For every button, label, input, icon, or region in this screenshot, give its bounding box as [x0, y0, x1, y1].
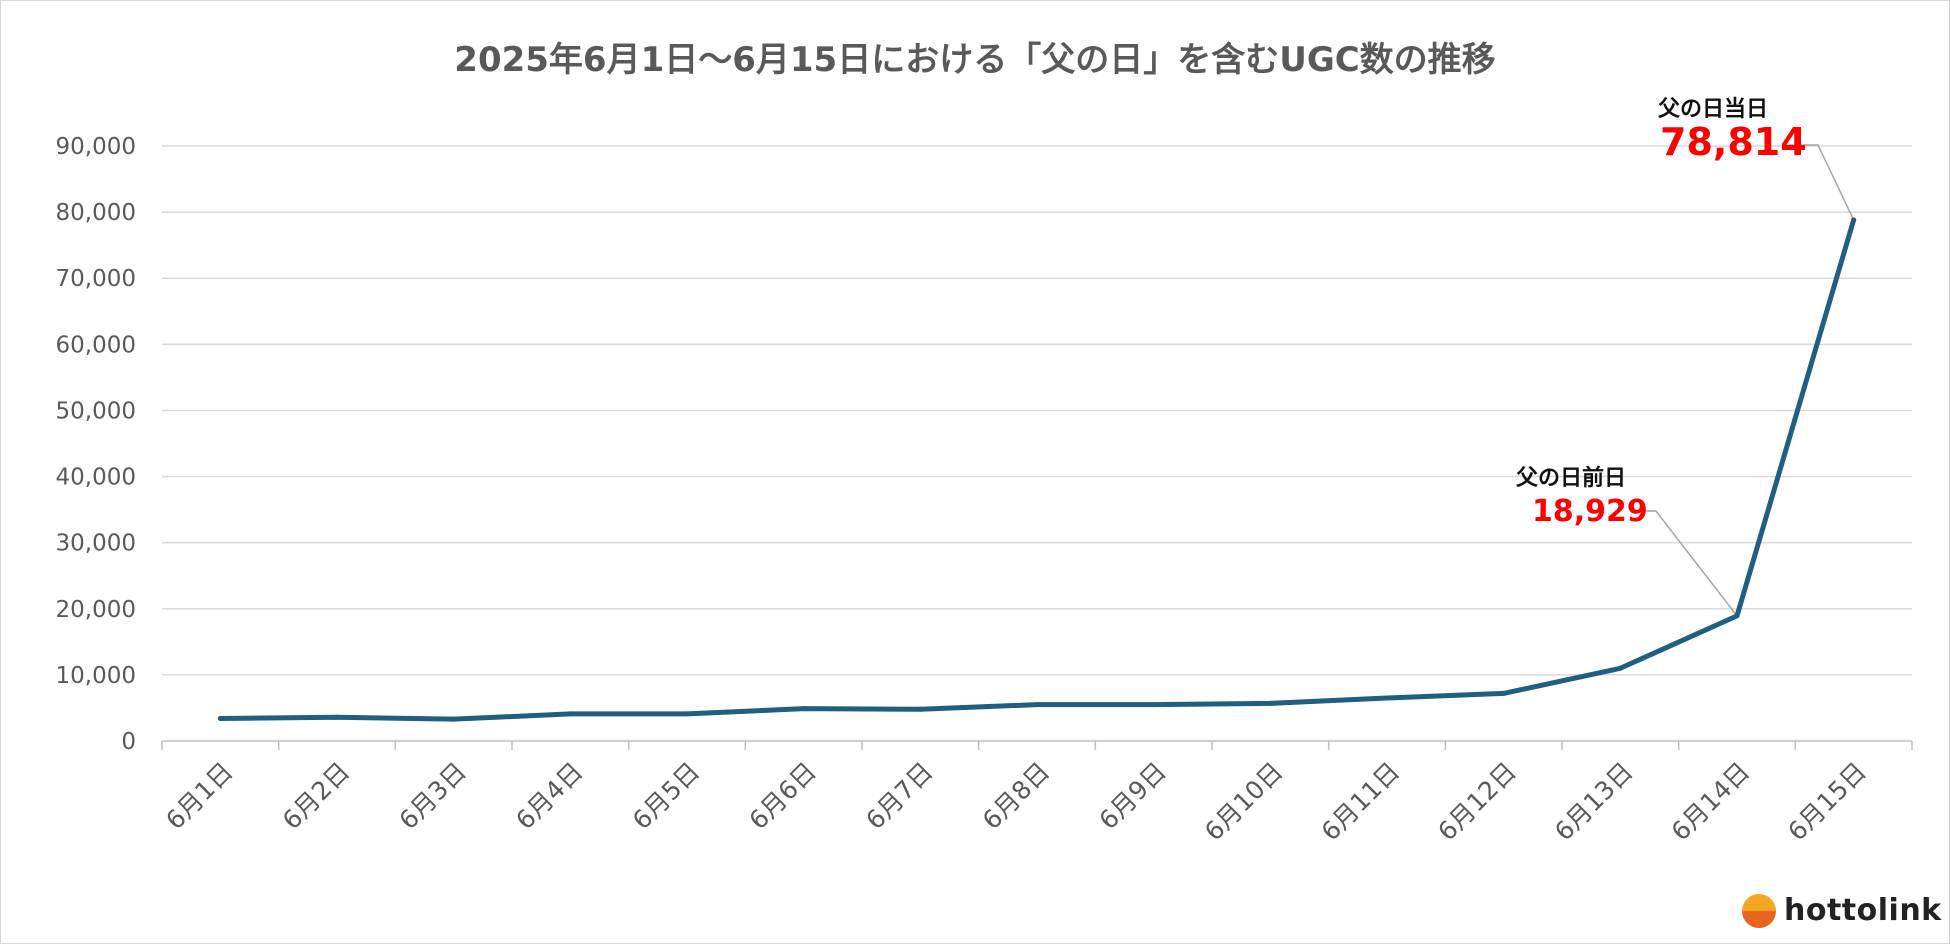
annotation-label-day-before: 父の日前日 — [1516, 466, 1627, 491]
data-point — [1384, 695, 1390, 701]
y-tick-label: 20,000 — [56, 597, 136, 623]
data-point — [1501, 690, 1507, 696]
data-point — [451, 716, 457, 722]
data-point — [1034, 702, 1040, 708]
annotation-value-fathers-day: 78,814 — [1660, 120, 1807, 164]
data-point — [1734, 613, 1740, 619]
x-tick-label: 6月6日 — [744, 757, 822, 835]
x-tick-label: 6月10日 — [1199, 757, 1289, 847]
data-point — [334, 714, 340, 720]
data-point — [917, 706, 923, 712]
hottolink-logo-text: hottolink — [1784, 893, 1942, 928]
x-tick-label: 6月12日 — [1432, 757, 1522, 847]
x-tick-label: 6月2日 — [277, 757, 355, 835]
data-point — [217, 716, 223, 722]
data-point — [684, 711, 690, 717]
x-tick-label: 6月5日 — [627, 757, 705, 835]
y-tick-label: 30,000 — [56, 531, 136, 557]
x-tick-label: 6月1日 — [160, 757, 238, 835]
x-tick-label: 6月7日 — [860, 757, 938, 835]
y-tick-label: 60,000 — [56, 332, 136, 358]
y-tick-label: 90,000 — [56, 134, 136, 160]
x-tick-label: 6月15日 — [1782, 757, 1872, 847]
y-tick-label: 70,000 — [56, 266, 136, 292]
x-tick-label: 6月8日 — [977, 757, 1055, 835]
data-point — [801, 706, 807, 712]
hottolink-logo-icon — [1742, 893, 1776, 928]
annotation-value-day-before: 18,929 — [1532, 494, 1648, 529]
annotation-leader-fathers-day — [1804, 144, 1855, 221]
x-tick-label: 6月14日 — [1666, 757, 1756, 847]
x-tick-label: 6月3日 — [394, 757, 472, 835]
data-point — [1851, 217, 1857, 223]
data-point — [1151, 702, 1157, 708]
x-tick-label: 6月13日 — [1549, 757, 1639, 847]
data-point — [1617, 665, 1623, 671]
y-tick-label: 40,000 — [56, 465, 136, 491]
y-tick-label: 80,000 — [56, 200, 136, 226]
x-tick-label: 6月9日 — [1094, 757, 1172, 835]
chart-title: 2025年6月1日～6月15日における「父の日」を含むUGC数の推移 — [454, 40, 1496, 80]
data-point — [1267, 700, 1273, 706]
x-tick-label: 6月4日 — [510, 757, 588, 835]
annotation-leader-day-before — [1642, 510, 1738, 617]
y-tick-label: 50,000 — [56, 398, 136, 424]
y-tick-label: 0 — [121, 729, 136, 755]
data-point — [567, 711, 573, 717]
y-tick-label: 10,000 — [56, 663, 136, 689]
x-tick-label: 6月11日 — [1316, 757, 1406, 847]
hottolink-logo: hottolink — [1742, 893, 1942, 928]
annotation-label-fathers-day: 父の日当日 — [1658, 97, 1769, 122]
